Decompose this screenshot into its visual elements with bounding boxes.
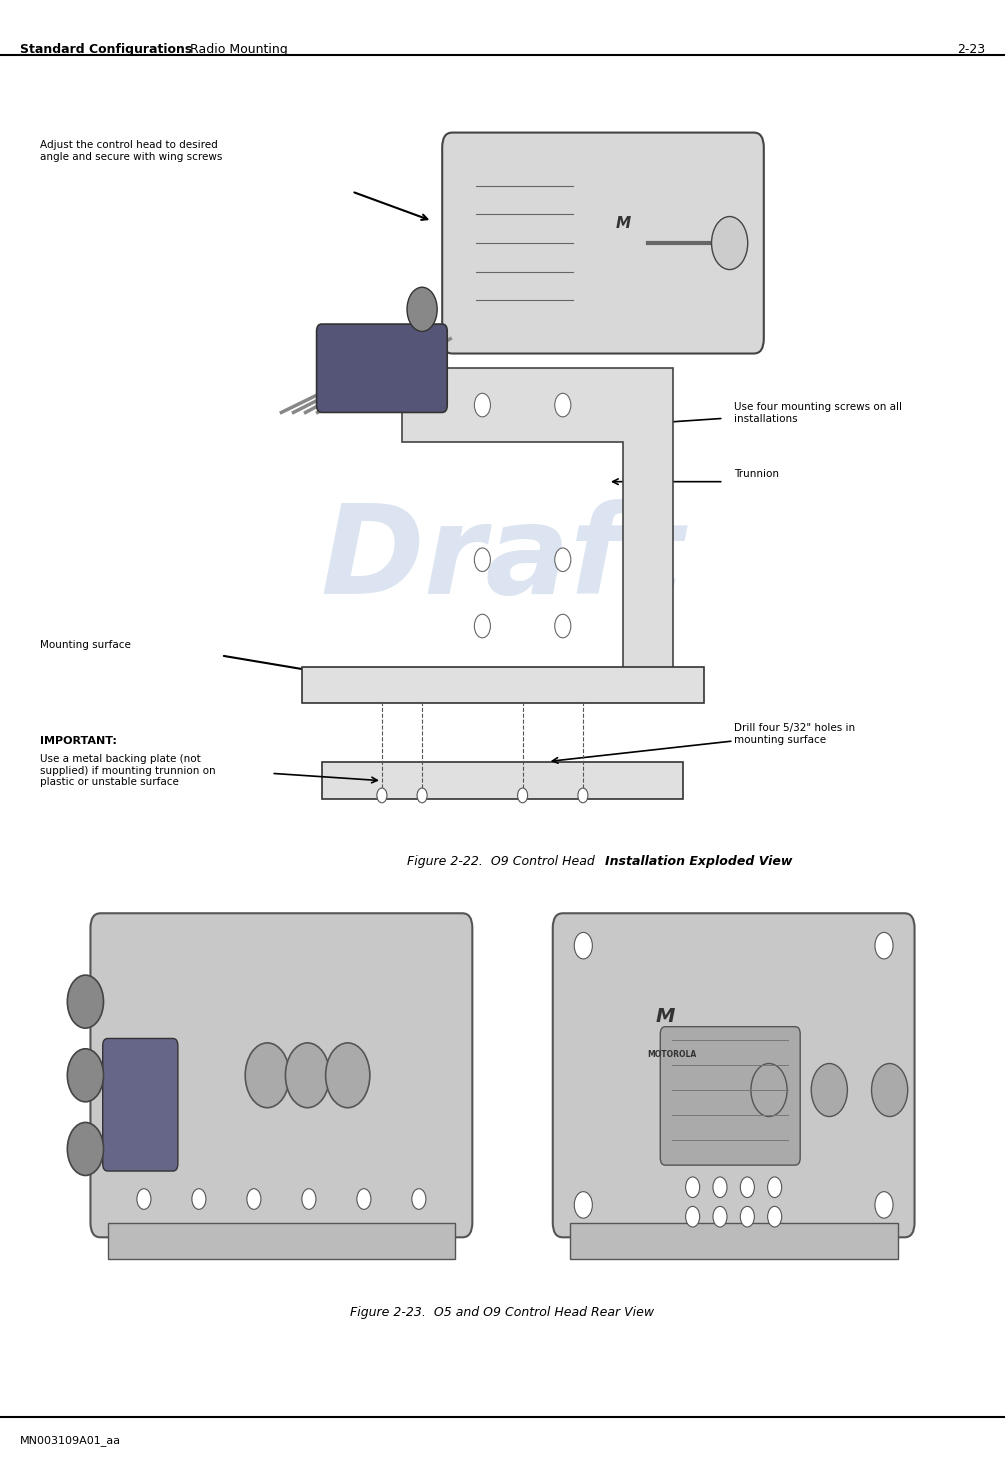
FancyBboxPatch shape [302,666,704,703]
Text: Draft: Draft [321,499,684,620]
Circle shape [474,393,490,417]
Circle shape [875,1192,893,1218]
Circle shape [302,1189,316,1209]
Text: Standard Configurations: Standard Configurations [20,43,192,56]
Circle shape [245,1043,289,1108]
Polygon shape [402,368,673,678]
Circle shape [685,1177,699,1198]
Circle shape [768,1206,782,1227]
Text: Trunnion: Trunnion [734,470,779,479]
Text: 2-23: 2-23 [957,43,985,56]
Text: Figure 2-22.  O9 Control Head: Figure 2-22. O9 Control Head [407,856,598,868]
Text: Radio Mounting: Radio Mounting [186,43,287,56]
Text: Drill four 5/32" holes in
mounting surface: Drill four 5/32" holes in mounting surfa… [734,723,855,745]
Text: Installation Exploded View: Installation Exploded View [605,856,792,868]
FancyBboxPatch shape [103,1038,178,1171]
Text: Figure 2-23.  O5 and O9 Control Head Rear View: Figure 2-23. O5 and O9 Control Head Rear… [351,1307,654,1318]
Text: Use a metal backing plate (not
supplied) if mounting trunnion on
plastic or unst: Use a metal backing plate (not supplied)… [40,754,216,788]
Circle shape [474,548,490,572]
Text: Adjust the control head to desired
angle and secure with wing screws: Adjust the control head to desired angle… [40,140,222,162]
Circle shape [357,1189,371,1209]
Circle shape [67,1122,104,1175]
Circle shape [578,788,588,803]
Circle shape [67,975,104,1028]
Circle shape [871,1064,908,1117]
Text: M: M [615,217,631,231]
Circle shape [768,1177,782,1198]
FancyBboxPatch shape [322,763,683,800]
Text: MOTOROLA: MOTOROLA [647,1050,696,1059]
FancyBboxPatch shape [442,133,764,354]
FancyBboxPatch shape [553,913,915,1237]
Circle shape [326,1043,370,1108]
FancyBboxPatch shape [317,324,447,412]
Circle shape [685,1206,699,1227]
Circle shape [137,1189,151,1209]
Circle shape [518,788,528,803]
Circle shape [713,1177,727,1198]
Text: IMPORTANT:: IMPORTANT: [40,736,117,747]
Circle shape [574,1192,592,1218]
Circle shape [574,932,592,959]
Text: MN003109A01_aa: MN003109A01_aa [20,1436,122,1446]
Text: Use four mounting screws on all
installations: Use four mounting screws on all installa… [734,402,901,424]
Circle shape [741,1206,755,1227]
FancyBboxPatch shape [108,1223,455,1259]
Circle shape [407,287,437,331]
Circle shape [285,1043,330,1108]
Circle shape [811,1064,847,1117]
Circle shape [555,548,571,572]
Circle shape [555,614,571,638]
Circle shape [713,1206,727,1227]
Circle shape [192,1189,206,1209]
Circle shape [712,217,748,270]
Circle shape [555,393,571,417]
Circle shape [377,788,387,803]
Circle shape [67,1049,104,1102]
Text: M: M [655,1008,675,1025]
Circle shape [417,788,427,803]
Circle shape [741,1177,755,1198]
FancyBboxPatch shape [90,913,472,1237]
FancyBboxPatch shape [570,1223,897,1259]
Circle shape [412,1189,426,1209]
Circle shape [875,932,893,959]
Circle shape [247,1189,261,1209]
Text: Mounting surface: Mounting surface [40,641,131,650]
Circle shape [474,614,490,638]
Circle shape [751,1064,787,1117]
FancyBboxPatch shape [660,1027,800,1165]
